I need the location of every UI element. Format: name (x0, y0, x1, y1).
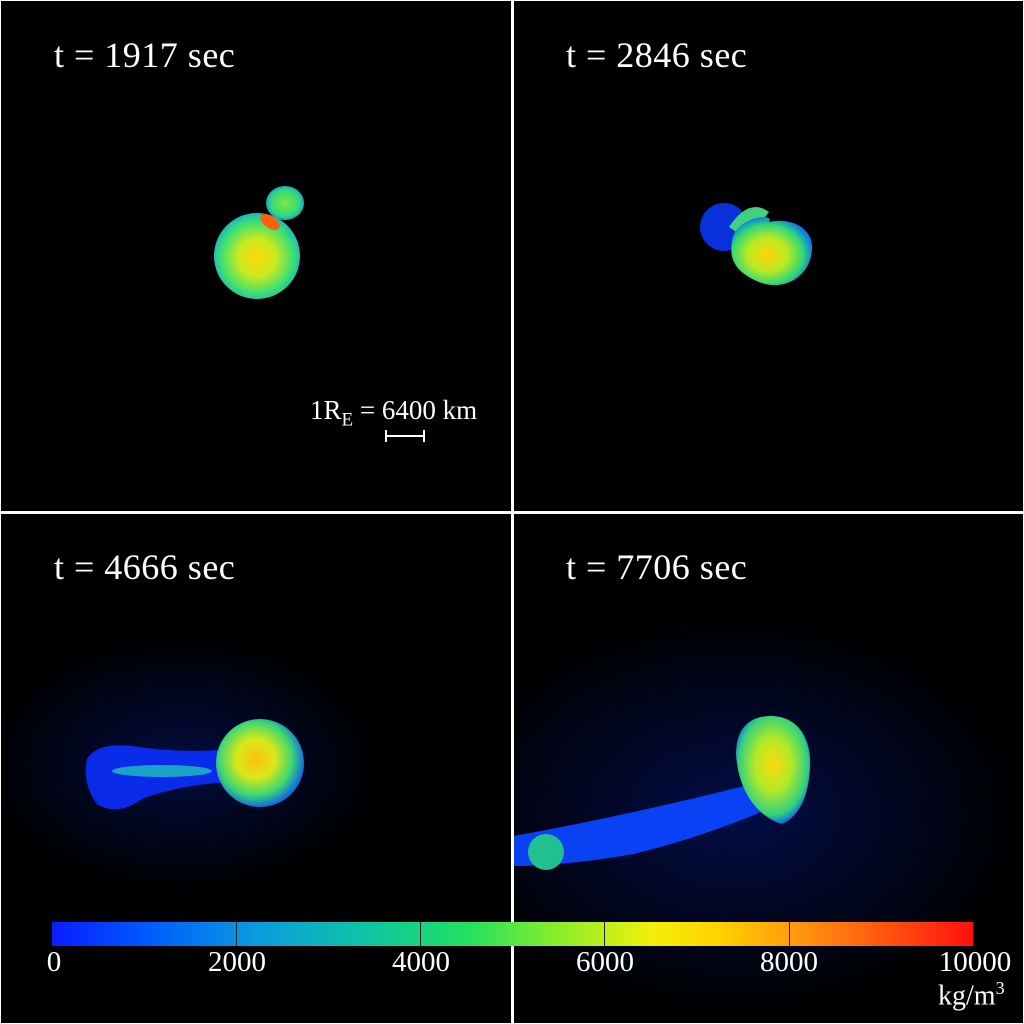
scale-bar (385, 430, 425, 442)
colorbar-tick-label: 8000 (760, 946, 818, 978)
colorbar-tick-label: 4000 (392, 946, 450, 978)
colorbar (52, 922, 973, 946)
colorbar-tick (236, 922, 237, 946)
colorbar-tick (789, 922, 790, 946)
horizontal-divider (0, 511, 1024, 514)
colorbar-tick-label: 10000 (938, 946, 1012, 978)
colorbar-tick (420, 922, 421, 946)
density-render-1 (214, 186, 304, 299)
colorbar-tick-label: 2000 (208, 946, 266, 978)
density-render-4 (514, 614, 1023, 1014)
density-render-3 (2, 634, 382, 894)
colorbar-tick (604, 922, 605, 946)
time-label: t = 2846 sec (566, 35, 748, 75)
colorbar-unit: kg/m3 (938, 978, 1005, 1012)
scale-bar-label: 1RE = 6400 km (310, 395, 478, 431)
panel-1: t = 1917 sec 1RE = 6400 km (2, 2, 511, 511)
colorbar-tick-label: 6000 (576, 946, 634, 978)
time-label: t = 1917 sec (54, 35, 236, 75)
density-render-2 (700, 203, 813, 286)
panel-2: t = 2846 sec (514, 2, 1023, 511)
time-label: t = 4666 sec (54, 547, 236, 587)
time-label: t = 7706 sec (566, 547, 748, 587)
colorbar-tick-label: 0 (46, 946, 62, 978)
